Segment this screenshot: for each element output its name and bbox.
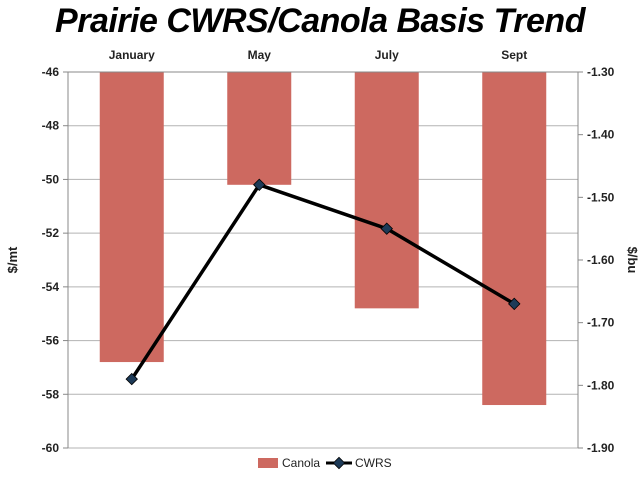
category-label: January (109, 48, 155, 62)
left-axis-ticks: -46 -48 -50 -52 -54 -56 -58 -60 (42, 65, 68, 455)
cwrs-point (253, 178, 266, 192)
left-tick-label: -56 (42, 334, 60, 348)
cwrs-line (125, 178, 521, 386)
cwrs-point (508, 297, 521, 311)
category-label: Sept (501, 48, 527, 62)
right-tick-label: -1.50 (587, 190, 615, 204)
legend: Canola CWRS (258, 456, 392, 470)
left-tick-label: -50 (42, 172, 60, 186)
left-tick-label: -54 (42, 280, 60, 294)
canola-bar (354, 72, 419, 309)
canola-bars (99, 72, 547, 406)
cwrs-point (380, 222, 393, 235)
cwrs-point (125, 372, 138, 386)
right-axis-ticks: -1.30 -1.40 -1.50 -1.60 -1.70 -1.80 -1.90 (578, 65, 615, 455)
canola-bar (227, 72, 292, 185)
legend-canola-swatch (258, 458, 278, 468)
left-tick-label: -52 (42, 226, 60, 240)
legend-cwrs-label: CWRS (355, 456, 392, 470)
left-axis-title: $/mt (5, 246, 20, 273)
chart-title: Prairie CWRS/Canola Basis Trend (55, 2, 585, 40)
cwrs-series-line (130, 183, 516, 381)
category-label: July (375, 48, 399, 62)
right-tick-label: -1.60 (587, 253, 615, 267)
left-tick-label: -58 (42, 387, 60, 401)
legend-cwrs-marker (332, 456, 346, 470)
right-tick-label: -1.40 (587, 128, 615, 142)
right-tick-label: -1.80 (587, 378, 615, 392)
category-label: May (248, 48, 272, 62)
left-tick-label: -46 (42, 65, 60, 79)
left-tick-label: -48 (42, 119, 60, 133)
right-axis-title: $/bu (625, 247, 640, 274)
legend-canola-label: Canola (282, 456, 320, 470)
category-labels: January May July Sept (109, 48, 528, 62)
right-tick-label: -1.30 (587, 65, 615, 79)
canola-bar (99, 72, 164, 363)
left-tick-label: -60 (42, 441, 60, 455)
canola-bar (482, 72, 547, 406)
right-tick-label: -1.90 (587, 441, 615, 455)
right-tick-label: -1.70 (587, 316, 615, 330)
